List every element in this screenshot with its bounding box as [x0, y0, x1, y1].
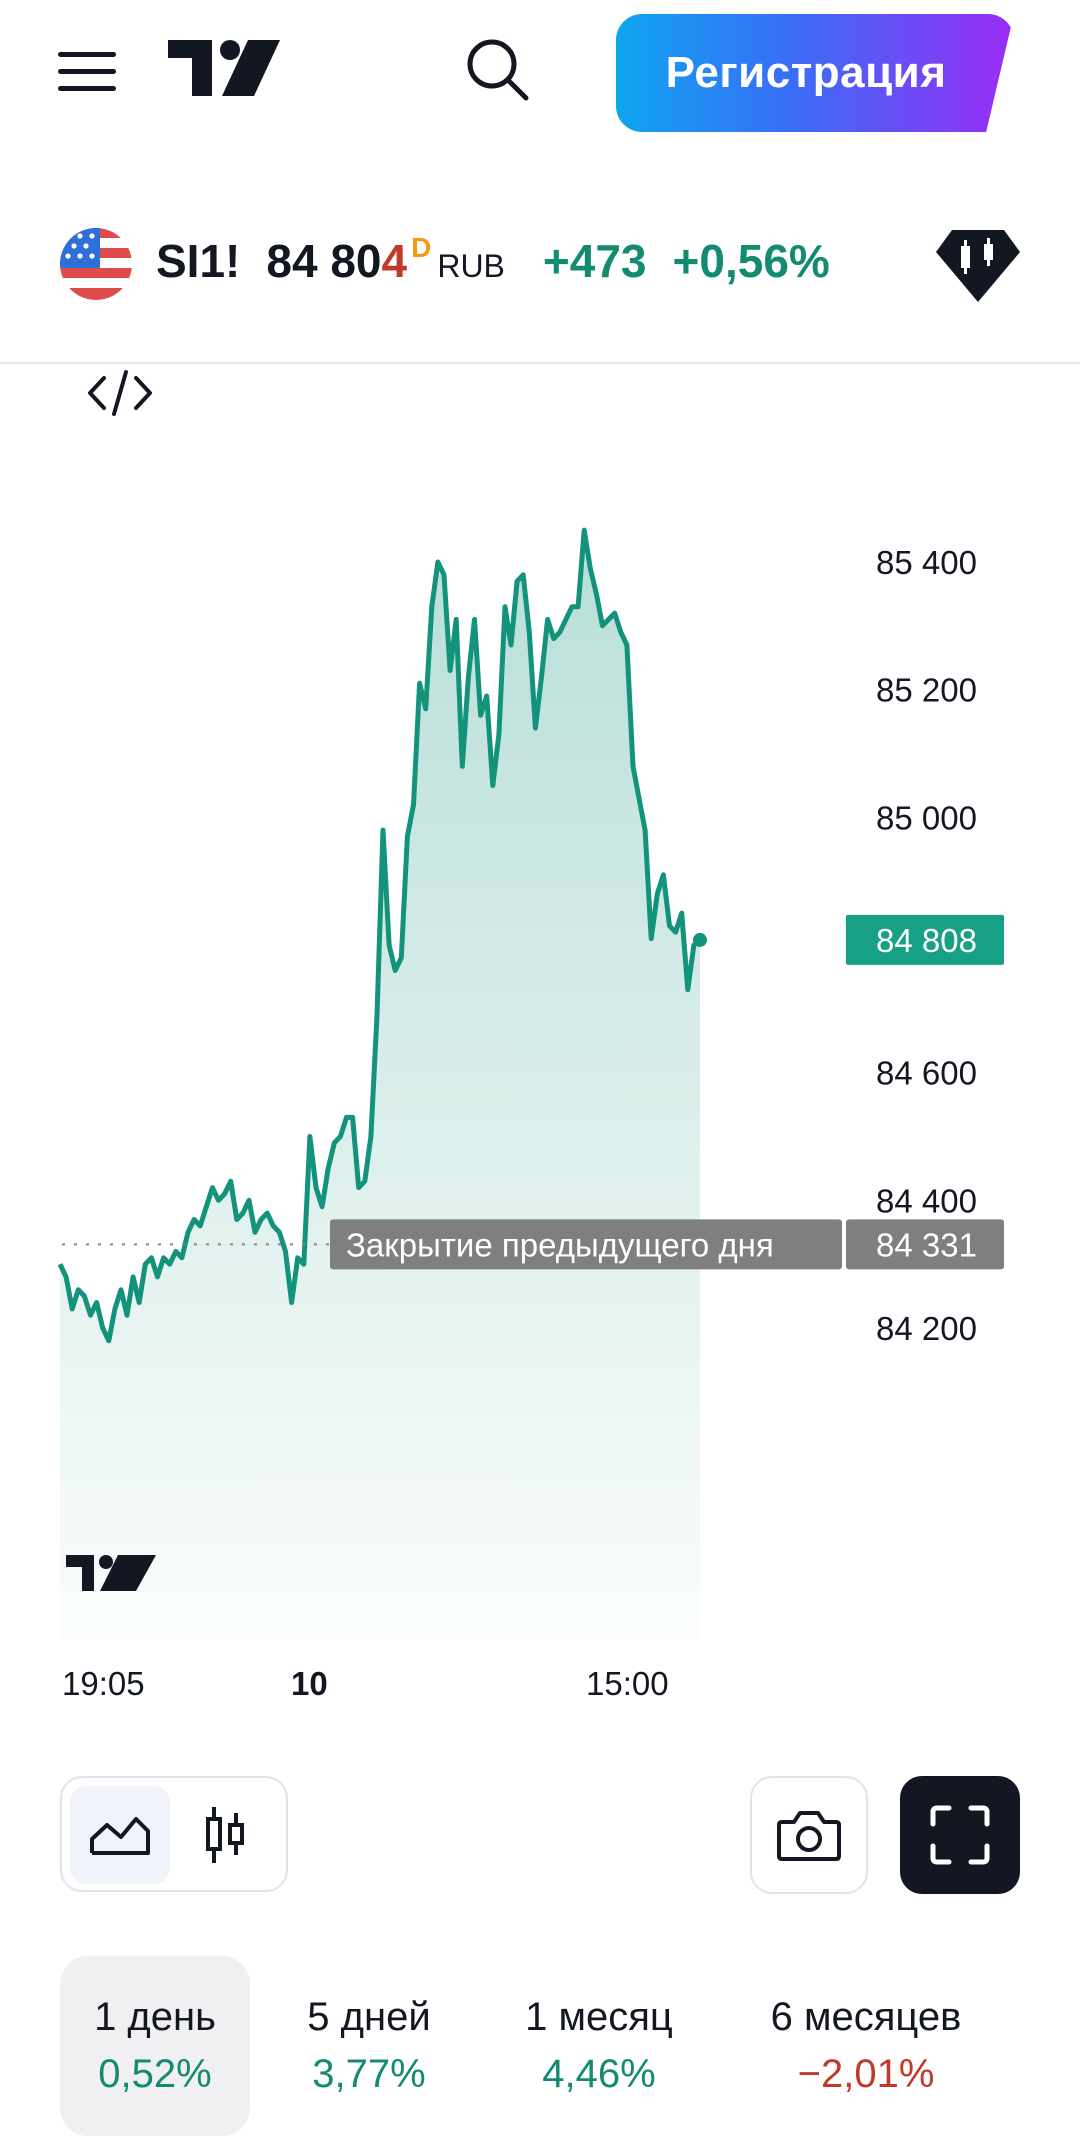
prev-close-label-bg	[846, 1219, 1004, 1270]
y-tick-label: 84 600	[876, 1055, 977, 1092]
symbol-price: 84 80	[266, 235, 382, 287]
y-tick-label: 85 000	[876, 799, 977, 836]
period-change: 0,52%	[98, 2052, 212, 2096]
us-flag-icon	[60, 228, 132, 300]
area-chart-icon	[90, 1817, 150, 1855]
symbol-change: +473	[542, 235, 647, 287]
symbol-price-last-digit: 4	[381, 235, 408, 287]
y-tick-label: 84 200	[876, 1310, 977, 1347]
x-tick-label: 10	[291, 1665, 328, 1702]
last-price-label: 84 808	[876, 922, 977, 959]
price-area-fill	[60, 530, 700, 1640]
period-1d[interactable]: 1 день 0,52%	[60, 1956, 250, 2136]
chart-area-layer	[57, 527, 707, 1640]
period-change: 4,46%	[542, 2052, 656, 2096]
period-1m[interactable]: 1 месяц 4,46%	[494, 1956, 704, 2136]
period-label: 1 день	[94, 1995, 216, 2039]
symbol-header: SI1! 84 80 4 D RUB +473 +0,56%	[156, 232, 830, 294]
x-tick-label: 19:05	[62, 1665, 145, 1702]
x-tick-label: 15:00	[586, 1665, 669, 1702]
register-button[interactable]: Регистрация	[616, 14, 1014, 132]
menu-icon[interactable]	[58, 52, 116, 94]
delay-marker: D	[411, 232, 432, 263]
period-label: 6 месяцев	[770, 1995, 962, 2039]
header-divider	[0, 362, 1080, 364]
camera-icon	[777, 1811, 841, 1861]
symbol-currency: RUB	[437, 248, 505, 284]
price-line	[57, 527, 702, 1344]
tradingview-logo[interactable]	[168, 40, 280, 100]
fullscreen-button[interactable]	[900, 1776, 1020, 1894]
area-chart-button[interactable]	[70, 1786, 170, 1884]
candlestick-icon	[206, 1807, 244, 1863]
tradingview-watermark	[66, 1555, 156, 1591]
symbol-change-pct: +0,56%	[672, 235, 830, 287]
y-tick-label: 85 400	[876, 544, 977, 581]
premium-diamond-icon[interactable]	[936, 230, 1020, 302]
candlestick-chart-button[interactable]	[176, 1786, 276, 1884]
period-5d[interactable]: 5 дней 3,77%	[276, 1956, 462, 2136]
symbol-name[interactable]: SI1!	[156, 235, 241, 287]
period-6m[interactable]: 6 месяцев −2,01%	[736, 1956, 996, 2136]
y-tick-label: 85 200	[876, 672, 977, 709]
snapshot-button[interactable]	[750, 1776, 868, 1894]
chart-type-selector	[60, 1776, 288, 1892]
prev-close-caption-bg	[330, 1219, 842, 1270]
fullscreen-icon	[930, 1805, 990, 1865]
y-axis: 85 400 85 200 85 000 84 600 84 400 84 20…	[876, 544, 977, 1347]
prev-close-label: 84 331	[876, 1226, 977, 1263]
period-change: −2,01%	[797, 2052, 935, 2096]
period-label: 1 месяц	[525, 1995, 673, 2039]
embed-code-icon[interactable]	[86, 366, 154, 420]
last-price-dot	[693, 932, 707, 947]
last-price-label-bg	[846, 914, 1004, 965]
period-change: 3,77%	[312, 2052, 426, 2096]
price-chart[interactable]: 85 400 85 200 85 000 84 600 84 400 84 20…	[0, 440, 1080, 1710]
y-tick-label: 84 400	[876, 1182, 977, 1219]
search-icon[interactable]	[462, 34, 532, 104]
period-label: 5 дней	[307, 1995, 431, 2039]
prev-close-caption: Закрытие предыдущего дня	[346, 1226, 774, 1263]
